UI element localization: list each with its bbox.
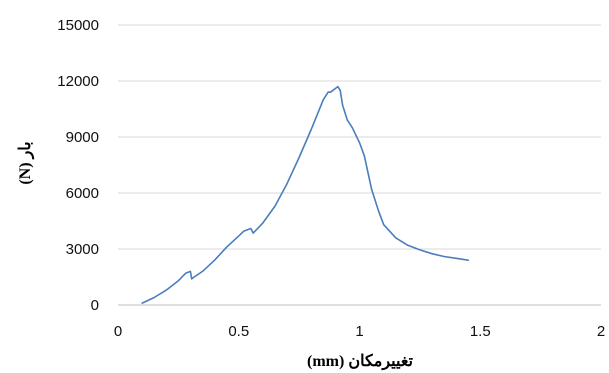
y-tick-label: 15000 bbox=[57, 17, 99, 34]
y-tick-label: 6000 bbox=[66, 185, 99, 202]
x-axis-title: تغییرمکان (mm) bbox=[307, 353, 414, 371]
series-line bbox=[141, 85, 470, 304]
y-tick-label: 0 bbox=[91, 297, 99, 314]
series-layer bbox=[141, 85, 470, 304]
y-tick-labels: 0 3000 6000 9000 12000 15000 bbox=[57, 17, 99, 314]
x-tick-label: 0.5 bbox=[228, 323, 249, 340]
y-tick-label: 3000 bbox=[66, 241, 99, 258]
y-tick-label: 12000 bbox=[57, 73, 99, 90]
y-axis-title: بار (N) bbox=[17, 141, 35, 184]
x-tick-label: 1.5 bbox=[470, 323, 491, 340]
y-tick-label: 9000 bbox=[66, 129, 99, 146]
x-tick-label: 0 bbox=[114, 323, 122, 340]
x-tick-label: 2 bbox=[597, 323, 605, 340]
x-tick-label: 1 bbox=[355, 323, 363, 340]
gridlines bbox=[118, 24, 601, 250]
x-tick-labels: 0 0.5 1 1.5 2 bbox=[114, 323, 605, 340]
